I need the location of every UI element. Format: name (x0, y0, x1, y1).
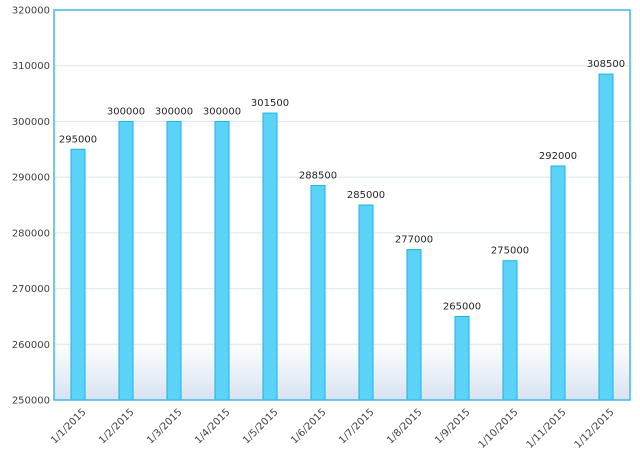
x-tick-label: 1/4/2015 (193, 407, 233, 447)
y-tick-label: 260000 (12, 340, 50, 351)
plot-gradient (54, 342, 630, 400)
data-label: 300000 (155, 106, 193, 117)
x-tick-label: 1/7/2015 (337, 407, 377, 447)
y-tick-label: 270000 (12, 284, 50, 295)
bar-2 (118, 120, 134, 401)
y-tick-label: 290000 (12, 173, 50, 184)
plot-background (54, 10, 630, 400)
data-label: 285000 (347, 190, 385, 201)
y-tick-label: 280000 (12, 228, 50, 239)
bar-6 (310, 185, 326, 401)
bar-12 (598, 73, 614, 401)
x-tick-label: 1/12/2015 (573, 407, 617, 451)
y-tick-label: 250000 (12, 396, 50, 407)
data-label: 300000 (203, 106, 241, 117)
x-tick-label: 1/8/2015 (385, 407, 425, 447)
y-tick-label: 320000 (12, 6, 50, 17)
x-tick-label: 1/6/2015 (289, 407, 329, 447)
bar-11 (550, 165, 566, 401)
bar-8 (406, 249, 422, 401)
bar-9 (454, 315, 470, 401)
bar-4 (214, 120, 230, 401)
data-label: 300000 (107, 106, 145, 117)
plot-frame (53, 9, 631, 401)
x-tick-label: 1/11/2015 (525, 407, 569, 451)
x-tick-label: 1/5/2015 (241, 407, 281, 447)
data-label: 301500 (251, 98, 289, 109)
data-label: 265000 (443, 301, 481, 312)
bar-1 (70, 148, 86, 401)
x-tick-label: 1/1/2015 (49, 407, 89, 447)
data-label: 295000 (59, 134, 97, 145)
data-label: 308500 (587, 59, 625, 70)
y-tick-label: 310000 (12, 61, 50, 72)
bar-3 (166, 120, 182, 401)
data-label: 277000 (395, 235, 433, 246)
x-tick-label: 1/2/2015 (97, 407, 137, 447)
data-labels: 295000 300000 300000 300000 301500 288500 2850… (59, 59, 625, 312)
data-label: 292000 (539, 151, 577, 162)
x-tick-label: 1/3/2015 (145, 407, 185, 447)
bar-10 (502, 260, 518, 401)
x-tick-label: 1/9/2015 (433, 407, 473, 447)
grid-lines (54, 65, 630, 345)
bar-5 (262, 112, 278, 401)
y-axis: 250000 260000 270000 280000 290000 300000 3100… (12, 6, 50, 407)
data-label: 288500 (299, 171, 337, 182)
x-axis: 1/1/2015 1/2/2015 1/3/2015 1/4/2015 1/5/2015… (49, 407, 617, 451)
data-label: 275000 (491, 246, 529, 257)
x-tick-label: 1/10/2015 (477, 407, 521, 451)
bar-7 (358, 204, 374, 401)
y-tick-label: 300000 (12, 117, 50, 128)
